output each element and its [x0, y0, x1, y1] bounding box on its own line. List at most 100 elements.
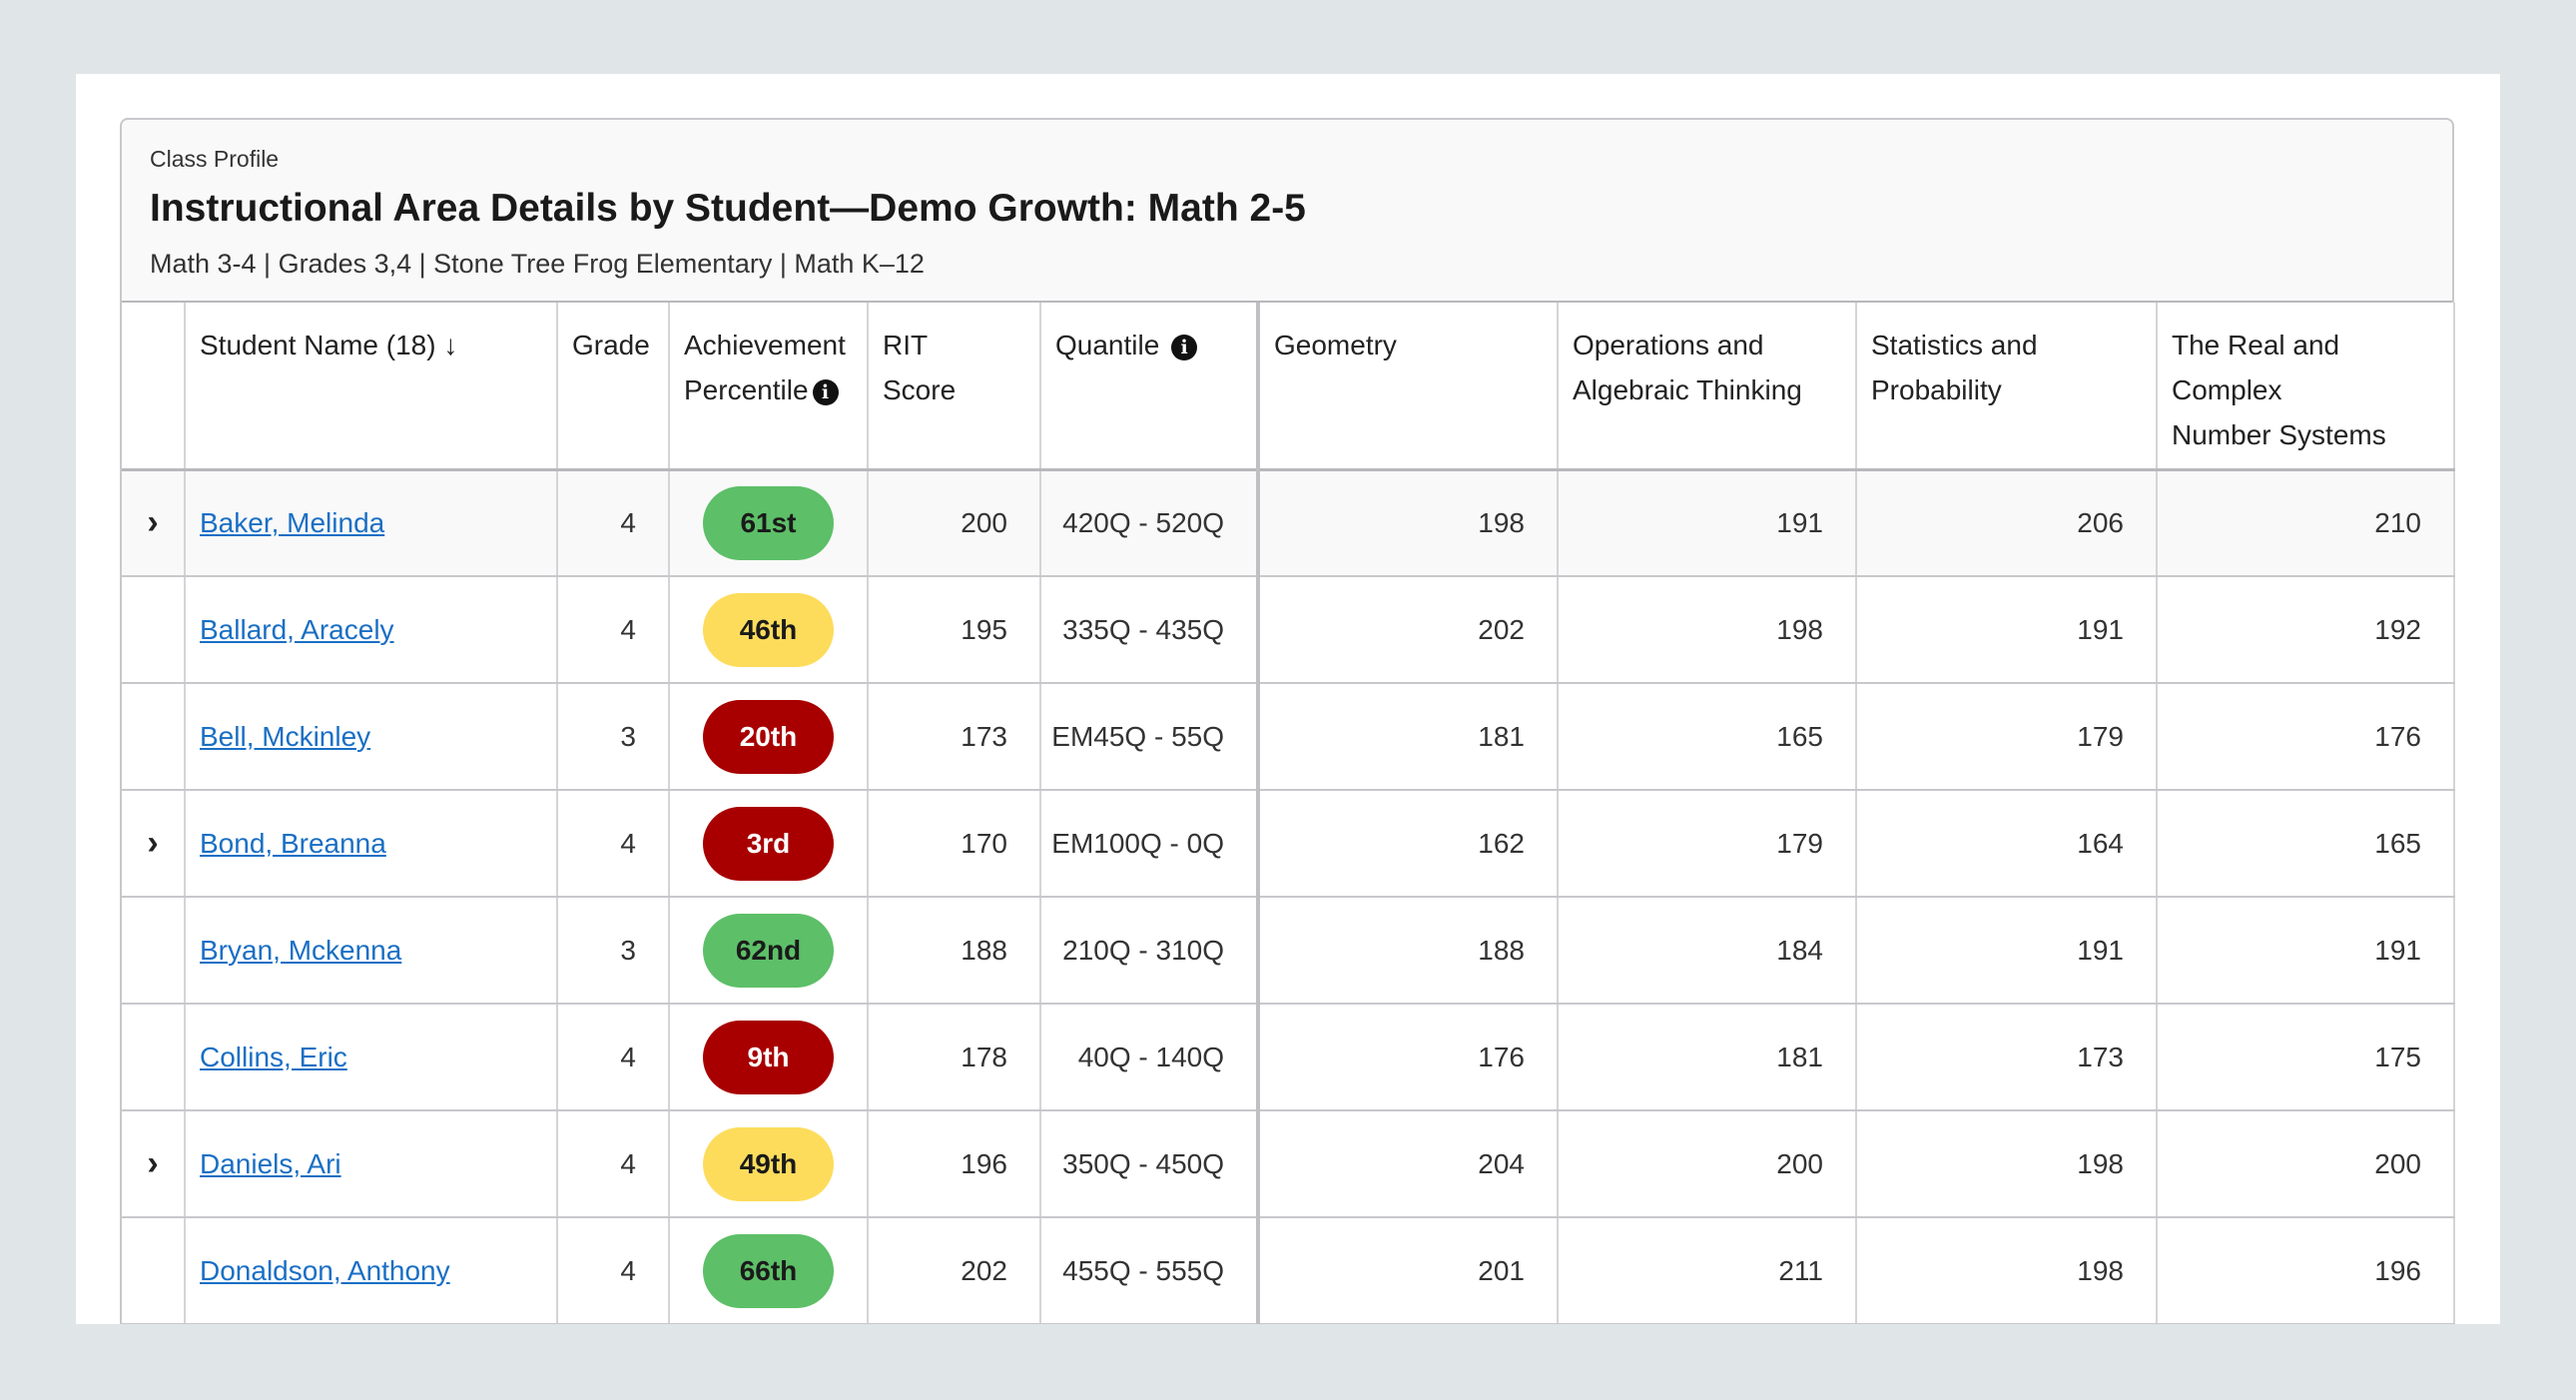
- grade-cell: 4: [557, 469, 670, 577]
- real-label-line1: The Real and: [2172, 330, 2340, 360]
- chevron-right-icon[interactable]: ›: [147, 503, 159, 542]
- student-name-cell: Bell, Mckinley: [185, 683, 558, 791]
- column-header-statistics[interactable]: Statistics and Probability: [1856, 303, 2158, 471]
- expand-cell: [122, 1004, 186, 1111]
- expand-cell: [122, 1217, 186, 1324]
- table-row: › Daniels, Ari 4 49th 196 350Q - 450Q 204 200 19…: [122, 1110, 2455, 1218]
- grade-cell: 3: [557, 897, 670, 1005]
- geometry-label: Geometry: [1274, 330, 1397, 360]
- real-label-line3: Number Systems: [2172, 419, 2386, 450]
- expand-cell[interactable]: ›: [122, 1110, 186, 1218]
- rit-score-cell: 196: [868, 1110, 1041, 1218]
- statistics-cell: 198: [1856, 1110, 2158, 1218]
- geometry-cell: 204: [1258, 1110, 1559, 1218]
- student-name-cell: Bond, Breanna: [185, 790, 558, 898]
- student-link[interactable]: Baker, Melinda: [200, 506, 385, 538]
- student-link[interactable]: Donaldson, Anthony: [200, 1254, 450, 1286]
- percentile-cell: 46th: [669, 576, 869, 684]
- achievement-label-line2: Percentile: [684, 374, 809, 405]
- table-row: Bryan, Mckenna 3 62nd 188 210Q - 310Q 188 184 1…: [122, 897, 2455, 1005]
- rit-score-cell: 178: [868, 1004, 1041, 1111]
- info-icon[interactable]: i: [1171, 335, 1198, 360]
- grade-cell: 3: [557, 683, 670, 791]
- geometry-cell: 176: [1258, 1004, 1559, 1111]
- sort-arrow-down-icon[interactable]: ↓: [443, 330, 458, 360]
- percentile-cell: 20th: [669, 683, 869, 791]
- expand-cell[interactable]: ›: [122, 790, 186, 898]
- grade-cell: 4: [557, 790, 670, 898]
- page-title: Instructional Area Details by Student—De…: [150, 187, 1306, 230]
- rit-label-line2: Score: [883, 374, 957, 405]
- student-table: Student Name (18) ↓ Grade Achievement Per…: [122, 303, 2455, 1324]
- operations-cell: 191: [1558, 469, 1857, 577]
- statistics-cell: 173: [1856, 1004, 2158, 1111]
- student-link[interactable]: Bell, Mckinley: [200, 720, 371, 752]
- percentile-badge: 20th: [703, 699, 834, 774]
- report-card: Class Profile Instructional Area Details…: [76, 74, 2500, 1324]
- percentile-badge: 61st: [703, 485, 834, 560]
- real-complex-cell: 175: [2157, 1004, 2455, 1111]
- column-header-real-complex[interactable]: The Real and Complex Number Systems: [2157, 303, 2455, 471]
- student-name-cell: Collins, Eric: [185, 1004, 558, 1111]
- quantile-cell: 455Q - 555Q: [1040, 1217, 1260, 1324]
- student-name-cell: Ballard, Aracely: [185, 576, 558, 684]
- table-row: › Baker, Melinda 4 61st 200 420Q - 520Q 198 191…: [122, 469, 2455, 577]
- column-header-rit-score[interactable]: RIT Score: [868, 303, 1041, 471]
- table-row: Collins, Eric 4 9th 178 40Q - 140Q 176 181 173 1…: [122, 1004, 2455, 1111]
- quantile-cell: 350Q - 450Q: [1040, 1110, 1260, 1218]
- chevron-right-icon[interactable]: ›: [147, 824, 159, 862]
- column-header-student-name[interactable]: Student Name (18) ↓: [185, 303, 558, 471]
- rit-score-cell: 200: [868, 469, 1041, 577]
- info-icon[interactable]: i: [812, 379, 839, 405]
- ops-label-line1: Operations and: [1573, 330, 1764, 360]
- geometry-cell: 162: [1258, 790, 1559, 898]
- table-row: Donaldson, Anthony 4 66th 202 455Q - 555Q 201…: [122, 1217, 2455, 1324]
- operations-cell: 181: [1558, 1004, 1857, 1111]
- column-header-geometry[interactable]: Geometry: [1258, 303, 1559, 471]
- table-body: › Baker, Melinda 4 61st 200 420Q - 520Q 198 191…: [122, 469, 2455, 1324]
- operations-cell: 211: [1558, 1217, 1857, 1324]
- geometry-cell: 188: [1258, 897, 1559, 1005]
- expand-cell: [122, 576, 186, 684]
- operations-cell: 200: [1558, 1110, 1857, 1218]
- grade-cell: 4: [557, 576, 670, 684]
- expand-cell: [122, 683, 186, 791]
- percentile-cell: 61st: [669, 469, 869, 577]
- report-header: Class Profile Instructional Area Details…: [122, 120, 2452, 303]
- student-link[interactable]: Daniels, Ari: [200, 1147, 341, 1179]
- column-header-grade[interactable]: Grade: [557, 303, 670, 471]
- quantile-cell: 335Q - 435Q: [1040, 576, 1260, 684]
- grade-label: Grade: [572, 330, 650, 360]
- table-row: Bell, Mckinley 3 20th 173 EM45Q - 55Q 181 165 1…: [122, 683, 2455, 791]
- column-header-operations[interactable]: Operations and Algebraic Thinking: [1558, 303, 1857, 471]
- statistics-cell: 198: [1856, 1217, 2158, 1324]
- geometry-cell: 181: [1258, 683, 1559, 791]
- quantile-cell: 210Q - 310Q: [1040, 897, 1260, 1005]
- geometry-cell: 198: [1258, 469, 1559, 577]
- student-link[interactable]: Ballard, Aracely: [200, 613, 394, 645]
- real-complex-cell: 192: [2157, 576, 2455, 684]
- student-name-label: Student Name (18): [200, 330, 436, 360]
- column-header-quantile[interactable]: Quantile i: [1040, 303, 1260, 471]
- quantile-label: Quantile: [1055, 330, 1160, 360]
- operations-cell: 184: [1558, 897, 1857, 1005]
- expand-cell[interactable]: ›: [122, 469, 186, 577]
- stats-label-line2: Probability: [1871, 374, 2002, 405]
- chevron-right-icon[interactable]: ›: [147, 1144, 159, 1182]
- percentile-badge: 9th: [703, 1020, 834, 1094]
- report-subtitle: Math 3-4 | Grades 3,4 | Stone Tree Frog …: [150, 249, 925, 279]
- operations-cell: 198: [1558, 576, 1857, 684]
- student-link[interactable]: Collins, Eric: [200, 1041, 347, 1072]
- percentile-cell: 49th: [669, 1110, 869, 1218]
- column-header-achievement-percentile[interactable]: Achievement Percentile i: [669, 303, 869, 471]
- ops-label-line2: Algebraic Thinking: [1573, 374, 1802, 405]
- quantile-cell: EM45Q - 55Q: [1040, 683, 1260, 791]
- percentile-badge: 46th: [703, 592, 834, 667]
- operations-cell: 179: [1558, 790, 1857, 898]
- grade-cell: 4: [557, 1110, 670, 1218]
- student-link[interactable]: Bond, Breanna: [200, 827, 386, 859]
- student-name-cell: Baker, Melinda: [185, 469, 558, 577]
- table-row: › Bond, Breanna 4 3rd 170 EM100Q - 0Q 162 179 16…: [122, 790, 2455, 898]
- real-complex-cell: 200: [2157, 1110, 2455, 1218]
- student-link[interactable]: Bryan, Mckenna: [200, 934, 402, 966]
